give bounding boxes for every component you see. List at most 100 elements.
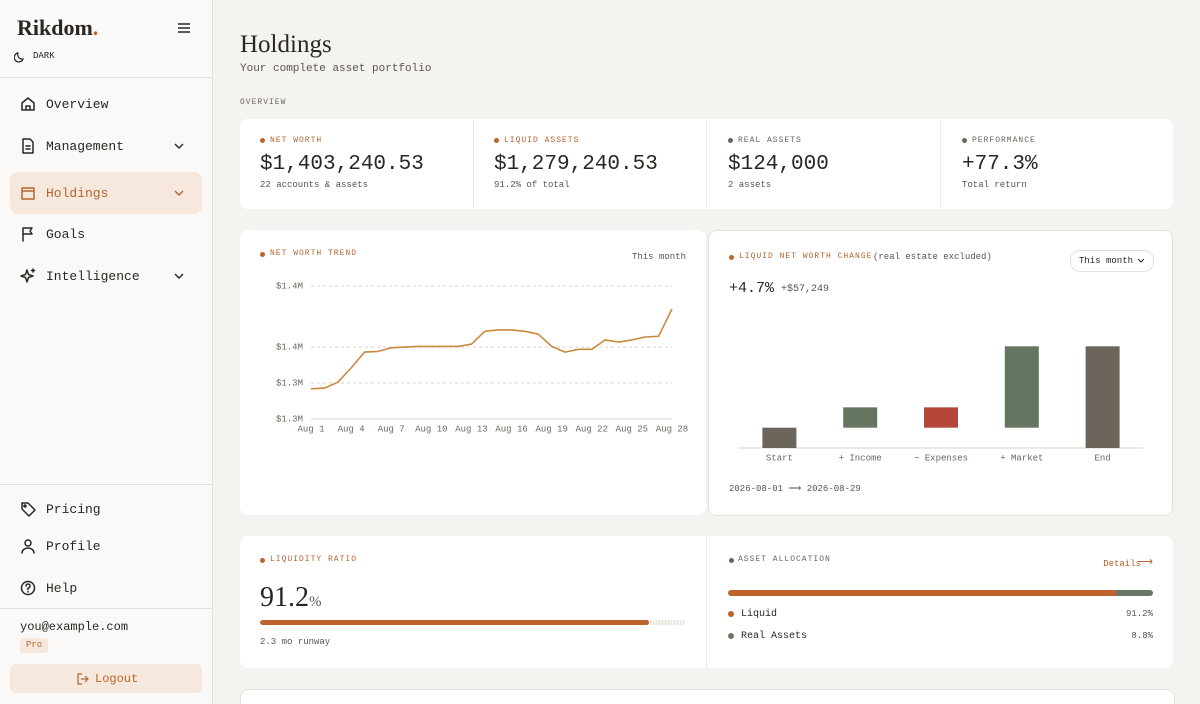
- bar: [843, 407, 878, 428]
- details-link[interactable]: Details: [1103, 559, 1141, 569]
- tag-icon: [21, 502, 36, 517]
- stat-dot: [260, 138, 265, 143]
- theme-toggle[interactable]: DARK: [33, 51, 55, 61]
- dot: [729, 558, 734, 563]
- chart-title: LIQUID NET WORTH CHANGE: [739, 252, 873, 261]
- home-icon: [21, 97, 35, 111]
- bar: [924, 407, 958, 428]
- legend-value: 91.2%: [1125, 609, 1153, 619]
- chevron: [1137, 258, 1145, 263]
- flag-icon: [22, 227, 33, 242]
- stat-note: 22 accounts & assets: [260, 180, 369, 190]
- trend-line: [310, 308, 673, 390]
- stat-dot: [728, 138, 733, 143]
- divider: [0, 484, 212, 485]
- stat-label: REAL ASSETS: [738, 136, 802, 145]
- nav-item[interactable]: Management: [46, 139, 125, 154]
- x-tick-label: + Income: [839, 453, 882, 463]
- date-range: 2026-08-01 ⟶ 2026-08-29: [729, 484, 861, 494]
- active-nav-bg: [10, 172, 202, 214]
- dot: [260, 558, 265, 563]
- x-tick-label: Aug 10: [415, 424, 447, 434]
- nav-item[interactable]: Goals: [46, 227, 86, 242]
- arrow-icon: ⟶: [1137, 557, 1153, 569]
- bottom-card: LIQUIDITY RATIO 91.2% 2.3 mo runway ASSE…: [240, 536, 1173, 668]
- wallet-icon: [21, 187, 35, 200]
- sidebar: Rikdom. DARK Overview Management Holding…: [0, 0, 213, 704]
- dot: [729, 255, 734, 260]
- x-tick-label: Aug 1: [297, 424, 324, 434]
- help-icon: [20, 580, 36, 596]
- x-tick-label: Aug 28: [656, 424, 688, 434]
- legend-dot: [728, 633, 734, 639]
- trend-chart: $1.3M $1.3M $1.4M $1.4M Aug 1 Aug 4 Aug 7 Aug 1…: [276, 281, 688, 434]
- stat-label: LIQUID ASSETS: [504, 136, 580, 145]
- nav-item[interactable]: Profile: [46, 539, 101, 554]
- liquidity-number: 91.2: [260, 582, 309, 613]
- section-label: OVERVIEW: [240, 98, 287, 107]
- next-card: [240, 689, 1175, 704]
- date-to: 2026-08-29: [806, 484, 861, 494]
- allocation-title: ASSET ALLOCATION: [738, 555, 831, 564]
- x-tick-label: Aug 16: [495, 424, 527, 434]
- change-percent: +4.7%: [729, 280, 775, 297]
- stat-note: 2 assets: [728, 180, 772, 190]
- x-tick-label: End: [1094, 453, 1110, 463]
- x-tick-label: Aug 4: [338, 424, 365, 434]
- chart-title: NET WORTH TREND: [270, 249, 358, 258]
- nav-item[interactable]: Help: [46, 581, 78, 596]
- y-tick-label: $1.3M: [276, 414, 303, 424]
- change-card: LIQUID NET WORTH CHANGE (real estate exc…: [708, 230, 1173, 516]
- menu-icon[interactable]: [177, 22, 191, 34]
- chevron: [174, 143, 184, 149]
- liquidity-title: LIQUIDITY RATIO: [270, 555, 358, 564]
- period-label: This month: [631, 252, 686, 262]
- nav-item[interactable]: Pricing: [46, 502, 101, 517]
- page-subtitle: Your complete asset portfolio: [240, 63, 432, 75]
- logout-button[interactable]: [10, 664, 202, 693]
- divider: [0, 77, 212, 78]
- dropdown-label[interactable]: This month: [1079, 256, 1134, 266]
- period-dropdown[interactable]: [1070, 250, 1154, 272]
- stat-dot: [494, 138, 499, 143]
- stats-card: [240, 119, 1173, 209]
- chevron: [174, 190, 184, 196]
- logout-icon: [77, 673, 89, 685]
- liquidity-value: 91.2%: [260, 584, 322, 612]
- brand: Rikdom.: [17, 15, 99, 40]
- legend-label: Liquid: [741, 609, 778, 620]
- stat-value: +77.3%: [962, 153, 1038, 176]
- brand-text: Rikdom: [17, 15, 93, 40]
- dot: [260, 252, 265, 257]
- date-from: 2026-08-01: [729, 484, 784, 494]
- moon-icon: [14, 52, 24, 63]
- stat-label: NET WORTH: [270, 136, 323, 145]
- change-amount: +$57,249: [781, 284, 830, 295]
- x-tick-label: Aug 22: [576, 424, 608, 434]
- stat-label: PERFORMANCE: [972, 136, 1036, 145]
- stat-value: $124,000: [728, 153, 829, 176]
- nav-item-active[interactable]: Holdings: [46, 186, 109, 201]
- allocation-bar: [728, 590, 1153, 596]
- chart-note: (real estate excluded): [873, 252, 992, 262]
- liquidity-bar: [260, 620, 649, 625]
- user-email: you@example.com: [20, 620, 129, 634]
- x-tick-label: Aug 25: [616, 424, 648, 434]
- x-tick-label: + Market: [1000, 453, 1043, 463]
- stat-note: Total return: [962, 180, 1027, 190]
- y-tick-label: $1.4M: [276, 342, 303, 352]
- legend-label: Real Assets: [741, 631, 808, 642]
- y-tick-label: $1.4M: [276, 281, 303, 291]
- x-tick-label: Aug 19: [535, 424, 567, 434]
- page-title: Holdings: [240, 31, 332, 58]
- x-tick-label: Aug 13: [455, 424, 487, 434]
- allocation-segment: [1115, 590, 1153, 596]
- logout-label[interactable]: Logout: [95, 672, 139, 686]
- allocation-segment: [728, 590, 1116, 596]
- sparkle-icon: [20, 268, 36, 283]
- nav-item[interactable]: Intelligence: [46, 269, 140, 284]
- chevron: [174, 273, 184, 279]
- legend-value: 8.8%: [1131, 631, 1153, 641]
- nav-item[interactable]: Overview: [46, 97, 109, 112]
